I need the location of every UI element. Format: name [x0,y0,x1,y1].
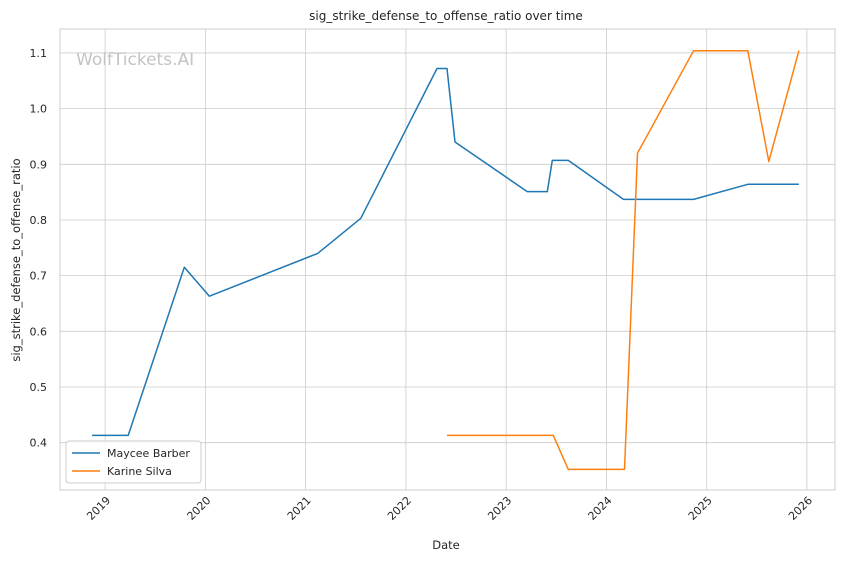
y-tick-label: 0.6 [30,325,48,338]
plot-area [59,28,836,491]
x-axis-label: Date [432,538,460,552]
legend-label: Maycee Barber [107,447,190,460]
chart-title: sig_strike_defense_to_offense_ratio over… [309,9,583,23]
series-line-maycee-barber [92,67,799,437]
series-line-karine-silva [447,49,800,471]
y-axis-label: sig_strike_defense_to_offense_ratio [9,158,23,361]
y-tick-label: 0.9 [30,158,48,171]
legend-box [65,440,202,484]
y-axis: 0.4 0.5 0.6 0.7 0.8 0.9 1.0 1.1 [30,47,48,450]
y-tick-label: 0.5 [30,381,48,394]
y-tick-label: 0.7 [30,270,48,283]
watermark: WolfTickets.AI [76,50,194,70]
legend: Maycee Barber Karine Silva [65,440,202,484]
y-tick-label: 0.4 [30,437,48,450]
series-layer [92,49,800,471]
legend-label: Karine Silva [107,465,172,478]
y-tick-label: 1.1 [30,47,48,60]
y-tick-label: 1.0 [30,103,48,116]
y-tick-label: 0.8 [30,214,48,227]
